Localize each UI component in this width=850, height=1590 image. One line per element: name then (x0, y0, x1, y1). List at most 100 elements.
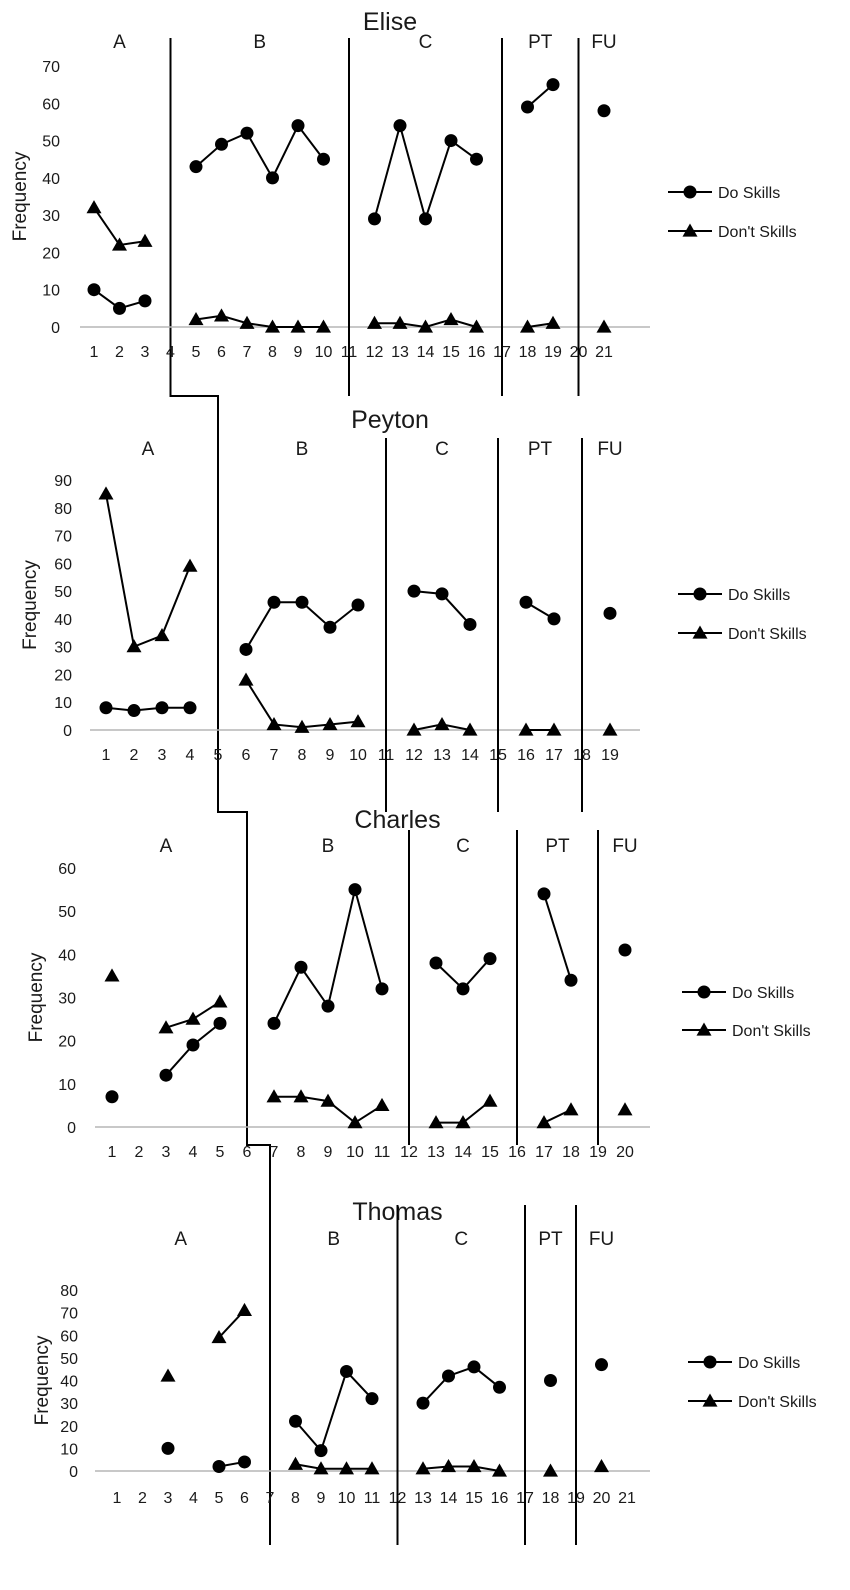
data-point (483, 952, 497, 966)
y-tick-label: 10 (42, 283, 60, 300)
data-point (267, 595, 281, 609)
x-tick-label: 15 (465, 1490, 483, 1507)
data-point (340, 1364, 353, 1378)
data-point (104, 968, 120, 982)
x-tick-label: 17 (545, 747, 563, 764)
x-tick-label: 3 (164, 1490, 173, 1507)
y-tick-label: 80 (54, 501, 72, 518)
x-tick-label: 10 (346, 1144, 364, 1161)
phase-label: B (296, 439, 309, 460)
data-point (545, 315, 561, 329)
y-axis-label: Frequency (26, 952, 47, 1042)
y-tick-label: 60 (42, 96, 60, 113)
x-tick-label: 18 (562, 1144, 580, 1161)
data-point (367, 315, 382, 329)
x-tick-label: 8 (298, 747, 307, 764)
data-point (429, 956, 443, 970)
data-point (266, 1089, 282, 1103)
y-tick-label: 30 (54, 640, 72, 657)
x-tick-label: 6 (242, 747, 251, 764)
x-tick-label: 6 (240, 1490, 249, 1507)
data-point (406, 722, 422, 736)
data-point (155, 701, 169, 715)
x-tick-label: 12 (405, 747, 423, 764)
x-tick-label: 7 (266, 1490, 275, 1507)
data-point (127, 704, 141, 718)
phase-label: B (322, 836, 335, 857)
data-point (317, 152, 330, 166)
data-point (112, 237, 127, 251)
x-tick-label: 10 (338, 1490, 356, 1507)
data-point (348, 883, 362, 897)
phase-label: A (160, 836, 173, 857)
data-point (87, 283, 101, 297)
data-point (365, 1392, 379, 1406)
data-point (546, 78, 560, 92)
data-point (185, 1011, 201, 1025)
phase-label: A (142, 439, 155, 460)
x-tick-label: 16 (468, 344, 486, 361)
x-tick-label: 5 (214, 747, 223, 764)
phase-label: C (419, 32, 433, 53)
y-tick-label: 0 (67, 1120, 76, 1137)
data-point (339, 1461, 354, 1475)
data-point (364, 1461, 380, 1475)
x-tick-label: 13 (433, 747, 451, 764)
data-point (289, 1414, 302, 1428)
x-tick-label: 1 (102, 747, 111, 764)
y-tick-label: 10 (60, 1441, 78, 1458)
legend-marker (682, 223, 698, 237)
x-tick-label: 18 (519, 344, 537, 361)
x-tick-label: 12 (400, 1144, 418, 1161)
series-line-segment (422, 1365, 501, 1404)
legend-marker (702, 1393, 718, 1407)
x-tick-label: 16 (491, 1490, 509, 1507)
y-tick-label: 60 (60, 1328, 78, 1345)
data-point (320, 1093, 336, 1107)
x-tick-label: 19 (544, 344, 562, 361)
data-point (238, 1455, 251, 1469)
y-tick-label: 50 (54, 584, 72, 601)
series-do-skills (105, 883, 632, 1104)
x-tick-label: 13 (391, 344, 409, 361)
x-tick-label: 8 (268, 344, 277, 361)
data-point (314, 1444, 328, 1458)
series-line-segment (422, 1465, 500, 1472)
data-point (105, 1090, 119, 1104)
legend-entry: Don't Skills (732, 1023, 811, 1040)
x-tick-label: 16 (508, 1144, 526, 1161)
data-point (347, 1115, 363, 1129)
series-line-segment (245, 601, 359, 650)
y-tick-label: 40 (58, 947, 76, 964)
x-tick-label: 7 (270, 1144, 279, 1161)
x-tick-label: 11 (374, 1144, 391, 1161)
panel-title: Elise (363, 8, 417, 36)
y-tick-label: 40 (60, 1374, 78, 1391)
data-point (240, 126, 254, 140)
phase-label: PT (528, 439, 553, 460)
x-tick-label: 4 (189, 1144, 198, 1161)
data-point (419, 212, 432, 226)
x-tick-label: 9 (317, 1490, 326, 1507)
phase-label: PT (528, 32, 553, 53)
x-tick-label: 1 (108, 1144, 117, 1161)
data-point (295, 595, 309, 609)
x-tick-label: 20 (616, 1144, 634, 1161)
x-tick-label: 13 (427, 1144, 445, 1161)
data-point (416, 1396, 430, 1410)
data-point (239, 642, 253, 656)
y-tick-label: 30 (60, 1396, 78, 1413)
data-point (98, 486, 114, 500)
x-tick-label: 3 (158, 747, 167, 764)
data-point (564, 973, 578, 987)
x-tick-label: 10 (315, 344, 333, 361)
data-point (563, 1102, 579, 1116)
x-tick-label: 14 (461, 747, 479, 764)
data-point (469, 319, 484, 333)
x-tick-label: 6 (243, 1144, 252, 1161)
x-tick-label: 19 (589, 1144, 607, 1161)
data-point (463, 617, 477, 631)
data-point (182, 558, 198, 572)
